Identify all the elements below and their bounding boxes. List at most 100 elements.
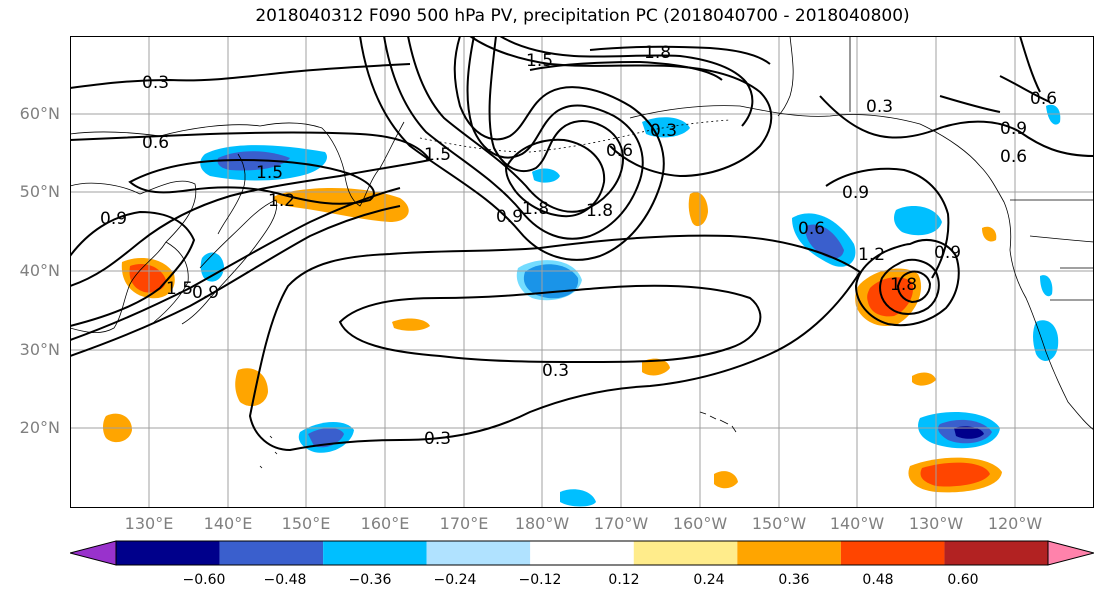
- lon-label-130e: 130°E: [124, 514, 174, 533]
- colorbar-segment: [633, 541, 738, 565]
- contour-0.9-canada: [999, 75, 1051, 103]
- contour-0.3-north: [70, 63, 411, 89]
- contour-label: 0.3: [542, 361, 569, 381]
- precip-blob-hawaii-ne-core: [954, 426, 984, 439]
- colorbar-segment: [219, 541, 324, 565]
- contour-0.6-canada-north: [1019, 36, 1041, 93]
- lon-label-160e: 160°E: [360, 514, 410, 533]
- contour-label: 0.3: [424, 429, 451, 449]
- precip-blob-canada: [1046, 104, 1061, 125]
- contour-0.3-inner: [338, 284, 762, 363]
- contour-label: 0.3: [866, 97, 893, 117]
- coast-west-north-america: [979, 165, 1094, 431]
- contour-label: 1.8: [586, 201, 613, 221]
- colorbar-segment: [840, 541, 945, 565]
- colorbar-tick-label: −0.60: [182, 572, 226, 588]
- colorbar-tick-label: −0.36: [348, 572, 392, 588]
- colorbar-extend-low: [70, 540, 117, 566]
- lon-label-170e: 170°E: [439, 514, 489, 533]
- precip-blob-uswest: [1033, 320, 1059, 361]
- lat-label-40n: 40°N: [19, 261, 60, 280]
- colorbar-tick-label: −0.24: [433, 572, 477, 588]
- colorbar: [70, 540, 1094, 566]
- precip-blob-sub-red: [920, 462, 990, 487]
- lat-label-30n: 30°N: [19, 340, 60, 359]
- precip-blob-subtrop-2: [560, 489, 596, 507]
- colorbar-tick-label: −0.48: [263, 572, 307, 588]
- lat-label-50n: 50°N: [19, 182, 60, 201]
- coast-kamchatka: [321, 121, 405, 207]
- precip-blob-small-7: [714, 471, 738, 489]
- contour-label: 1.8: [890, 275, 917, 295]
- contour-label: 1.5: [526, 51, 553, 71]
- lon-label-130w: 130°W: [908, 514, 964, 533]
- map-panel: 0.3 0.6 0.9 1.2 1.5 1.8 0.3 0.3 0.6 0.9 …: [70, 36, 1094, 508]
- contour-label: 0.3: [142, 73, 169, 93]
- contour-label: 0.3: [650, 121, 677, 141]
- precip-blob-ne-red: [867, 277, 914, 317]
- lat-label-20n: 20°N: [19, 418, 60, 437]
- contour-label: 0.9: [934, 243, 961, 263]
- contour-label: 1.5: [166, 279, 193, 299]
- contour-label: 0.9: [842, 183, 869, 203]
- contour-label: 0.6: [1030, 89, 1057, 109]
- coast-aleutians: [419, 119, 731, 153]
- coast-okhotsk: [70, 122, 323, 137]
- coast-japan: [181, 199, 278, 325]
- contour-1.5-kuril: [70, 187, 401, 341]
- colorbar-segment: [944, 541, 1048, 565]
- coast-islands: [259, 435, 278, 469]
- contour-label: 1.8: [644, 43, 671, 63]
- contour-1.8-trough: [504, 138, 606, 218]
- precip-blob-bering: [642, 117, 690, 138]
- contour-1.5-ne: [879, 258, 940, 315]
- contour-1.5-kamchatka: [128, 158, 375, 205]
- precip-blob-uswest-2: [1040, 275, 1053, 297]
- colorbar-tick-label: 0.36: [778, 572, 810, 588]
- colorbar-tick-label: −0.12: [518, 572, 562, 588]
- contour-1.2-ne: [854, 239, 960, 327]
- lon-label-150e: 150°E: [281, 514, 331, 533]
- precip-blob-small-8: [982, 226, 997, 242]
- lon-label-140w: 140°W: [829, 514, 885, 533]
- colorbar-extend-high: [1047, 540, 1094, 566]
- map-title: 2018040312 F090 500 hPa PV, precipitatio…: [255, 6, 910, 26]
- contour-1.5-bering: [529, 60, 723, 81]
- colorbar-segment: [323, 541, 427, 565]
- coast-sakhalin: [217, 153, 246, 235]
- contour-0.6-west: [70, 131, 432, 287]
- precip-blob-ne-low-core: [805, 224, 844, 259]
- contour-1.8-bering: [589, 45, 771, 65]
- contour-label: 0.9: [100, 209, 127, 229]
- precip-blob-small-2: [235, 368, 268, 407]
- contour-0.6-canada: [819, 95, 1094, 157]
- colorbar-outline: [115, 540, 1049, 566]
- lon-label-150w: 150°W: [751, 514, 807, 533]
- colorbar-segment: [116, 541, 220, 565]
- contour-1.2-kuril: [70, 205, 401, 357]
- contour-0.3-subtropical: [248, 234, 862, 452]
- contour-label: 1.2: [858, 245, 885, 265]
- map-frame: [70, 36, 1094, 508]
- contour-0.9-bering: [499, 36, 754, 127]
- contour-label: 0.6: [1000, 147, 1027, 167]
- lon-label-170w: 170°W: [593, 514, 649, 533]
- contour-label: 0.9: [496, 207, 523, 227]
- lon-label-160w: 160°W: [672, 514, 728, 533]
- lon-label-140e: 140°E: [203, 514, 253, 533]
- coast-korea: [153, 241, 189, 323]
- contour-label: 0.9: [192, 283, 219, 303]
- lon-label-180w: 180°W: [514, 514, 570, 533]
- coast-alaska: [629, 105, 981, 167]
- precip-blob-small-4: [688, 192, 708, 227]
- colorbar-tick-label: 0.24: [693, 572, 725, 588]
- contour-0.6-bering: [469, 36, 773, 178]
- contour-0.3-canada: [939, 95, 1001, 113]
- contour-label: 1.8: [522, 199, 549, 219]
- precip-shading: [103, 104, 1061, 507]
- colorbar-tick-label: 0.12: [608, 572, 640, 588]
- contour-0.9-japan: [70, 210, 196, 327]
- pv-contours: [70, 36, 1094, 452]
- contour-label: 0.9: [1000, 119, 1027, 139]
- contour-label-group: 0.3 0.6 0.9 1.2 1.5 1.8 0.3 0.3 0.6 0.9 …: [100, 43, 1057, 449]
